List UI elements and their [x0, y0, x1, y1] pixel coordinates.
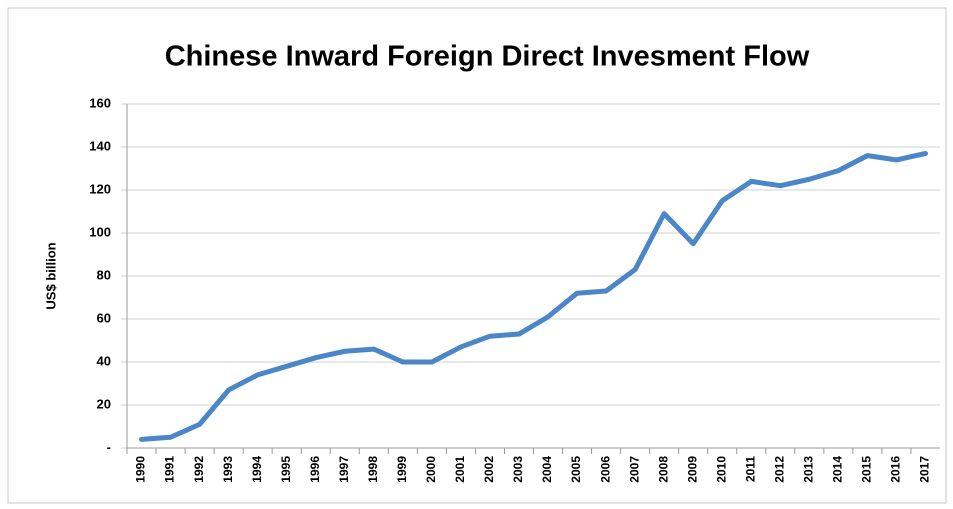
y-tick-label: 60 — [97, 310, 111, 325]
x-tick-label: 1996 — [308, 456, 322, 483]
x-tick-label: 1991 — [163, 456, 177, 483]
y-tick-label: - — [107, 439, 111, 454]
y-tick-label: 100 — [89, 224, 111, 239]
x-tick-label: 1998 — [366, 456, 380, 483]
x-tick-label: 1997 — [337, 456, 351, 483]
y-tick-label: 160 — [89, 95, 111, 110]
chart-title: Chinese Inward Foreign Direct Invesment … — [165, 41, 810, 73]
x-tick-label: 2003 — [511, 456, 525, 483]
x-tick-label: 2008 — [656, 456, 670, 483]
x-tick-label: 2015 — [860, 456, 874, 483]
x-tick-label: 2007 — [627, 456, 641, 483]
x-tick-label: 2004 — [540, 456, 554, 483]
x-tick-label: 2013 — [802, 456, 816, 483]
x-tick-label: 2011 — [743, 456, 757, 482]
y-tick-label: 140 — [89, 138, 111, 153]
y-tick-label: 40 — [97, 353, 111, 368]
x-tick-label: 2012 — [772, 456, 786, 483]
x-tick-label: 1993 — [221, 456, 235, 483]
x-tick-label: 1990 — [134, 456, 148, 483]
x-tick-label: 2001 — [453, 456, 467, 483]
x-tick-label: 1999 — [395, 456, 409, 483]
x-tick-label: 2005 — [569, 456, 583, 483]
y-tick-label: 80 — [97, 267, 111, 282]
x-tick-label: 2002 — [482, 456, 496, 483]
x-tick-label: 2014 — [831, 456, 845, 483]
line-series — [139, 150, 928, 442]
chart-frame — [7, 7, 947, 504]
x-tick-label: 2009 — [685, 456, 699, 483]
x-tick-label: 2017 — [918, 456, 932, 483]
x-tick-label: 2000 — [424, 456, 438, 483]
x-tick-label: 1995 — [279, 456, 293, 483]
x-tick-label: 2016 — [889, 456, 903, 483]
x-tick-label: 1994 — [250, 456, 264, 483]
y-axis-label: US$ billion — [43, 242, 58, 309]
y-tick-label: 120 — [89, 181, 111, 196]
y-tick-label: 20 — [97, 396, 111, 411]
x-tick-label: 2010 — [714, 456, 728, 483]
x-tick-label: 1992 — [192, 456, 206, 483]
x-tick-label: 2006 — [598, 456, 612, 483]
